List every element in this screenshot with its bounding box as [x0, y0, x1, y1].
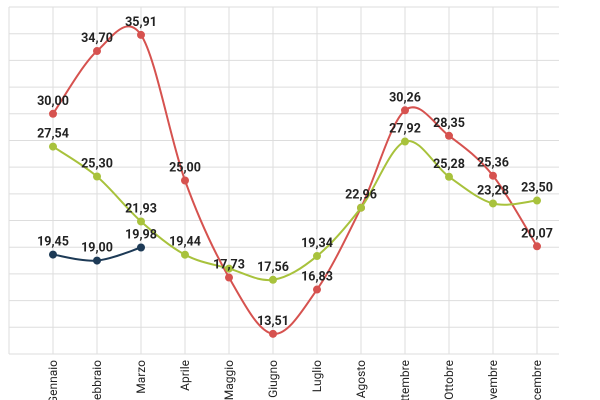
- data-label: 27,54: [37, 127, 69, 142]
- x-tick-label: Novembre: [486, 360, 500, 400]
- data-point: [49, 250, 57, 259]
- data-label: 17,56: [257, 260, 289, 275]
- data-label: 16,83: [301, 270, 333, 285]
- data-point: [269, 329, 277, 338]
- data-point: [225, 273, 233, 282]
- data-label: 27,92: [389, 122, 421, 137]
- data-label: 22,96: [345, 188, 377, 203]
- data-label: 30,00: [37, 94, 69, 109]
- data-label: 23,28: [477, 183, 509, 198]
- x-tick-label: Ottobre: [442, 360, 456, 400]
- x-tick-label: Giugno: [266, 360, 280, 398]
- data-point: [489, 171, 497, 180]
- data-label: 20,07: [521, 226, 553, 241]
- data-point: [93, 47, 101, 56]
- x-tick-label: Marzo: [134, 360, 148, 394]
- data-point: [181, 176, 189, 185]
- x-tick-label: Agosto: [354, 360, 368, 398]
- data-label: 19,45: [37, 235, 69, 250]
- data-label: 19,00: [81, 241, 113, 256]
- data-label: 19,98: [125, 227, 157, 242]
- data-point: [401, 137, 409, 146]
- data-point: [137, 243, 145, 252]
- data-point: [269, 275, 277, 284]
- data-point: [181, 250, 189, 259]
- x-tick-label: Febbraio: [90, 360, 104, 400]
- data-point: [445, 172, 453, 181]
- data-label: 21,93: [125, 201, 157, 216]
- data-label: 34,70: [81, 31, 113, 46]
- data-label: 35,91: [125, 15, 157, 30]
- data-label: 25,36: [477, 156, 509, 171]
- data-label: 30,26: [389, 90, 421, 105]
- data-point: [401, 106, 409, 115]
- x-tick-label: Maggio: [222, 360, 236, 400]
- data-point: [313, 252, 321, 261]
- data-point: [93, 172, 101, 181]
- data-label: 13,51: [257, 314, 289, 329]
- x-tick-label: Aprile: [178, 360, 192, 391]
- data-point: [533, 196, 541, 205]
- data-label: 19,34: [301, 236, 333, 251]
- data-point: [533, 242, 541, 251]
- data-point: [137, 217, 145, 226]
- data-point: [93, 256, 101, 265]
- data-label: 17,73: [213, 258, 245, 273]
- x-tick-label: Gennaio: [46, 360, 60, 400]
- x-tick-label: Dicembre: [530, 360, 544, 400]
- x-tick-label: Luglio: [310, 360, 324, 392]
- data-label: 19,44: [169, 235, 201, 250]
- data-point: [225, 264, 233, 273]
- data-label: 23,50: [521, 181, 553, 196]
- data-point: [489, 199, 497, 208]
- data-point: [445, 131, 453, 140]
- data-point: [137, 30, 145, 39]
- x-tick-label: Settembre: [398, 360, 412, 400]
- data-point: [49, 109, 57, 118]
- series-line: [52, 25, 538, 335]
- data-point: [313, 285, 321, 294]
- data-point: [49, 142, 57, 151]
- data-label: 25,30: [81, 156, 113, 171]
- data-label: 28,35: [433, 116, 465, 131]
- data-label: 25,00: [169, 161, 201, 176]
- data-point: [357, 203, 365, 212]
- data-label: 25,28: [433, 157, 465, 172]
